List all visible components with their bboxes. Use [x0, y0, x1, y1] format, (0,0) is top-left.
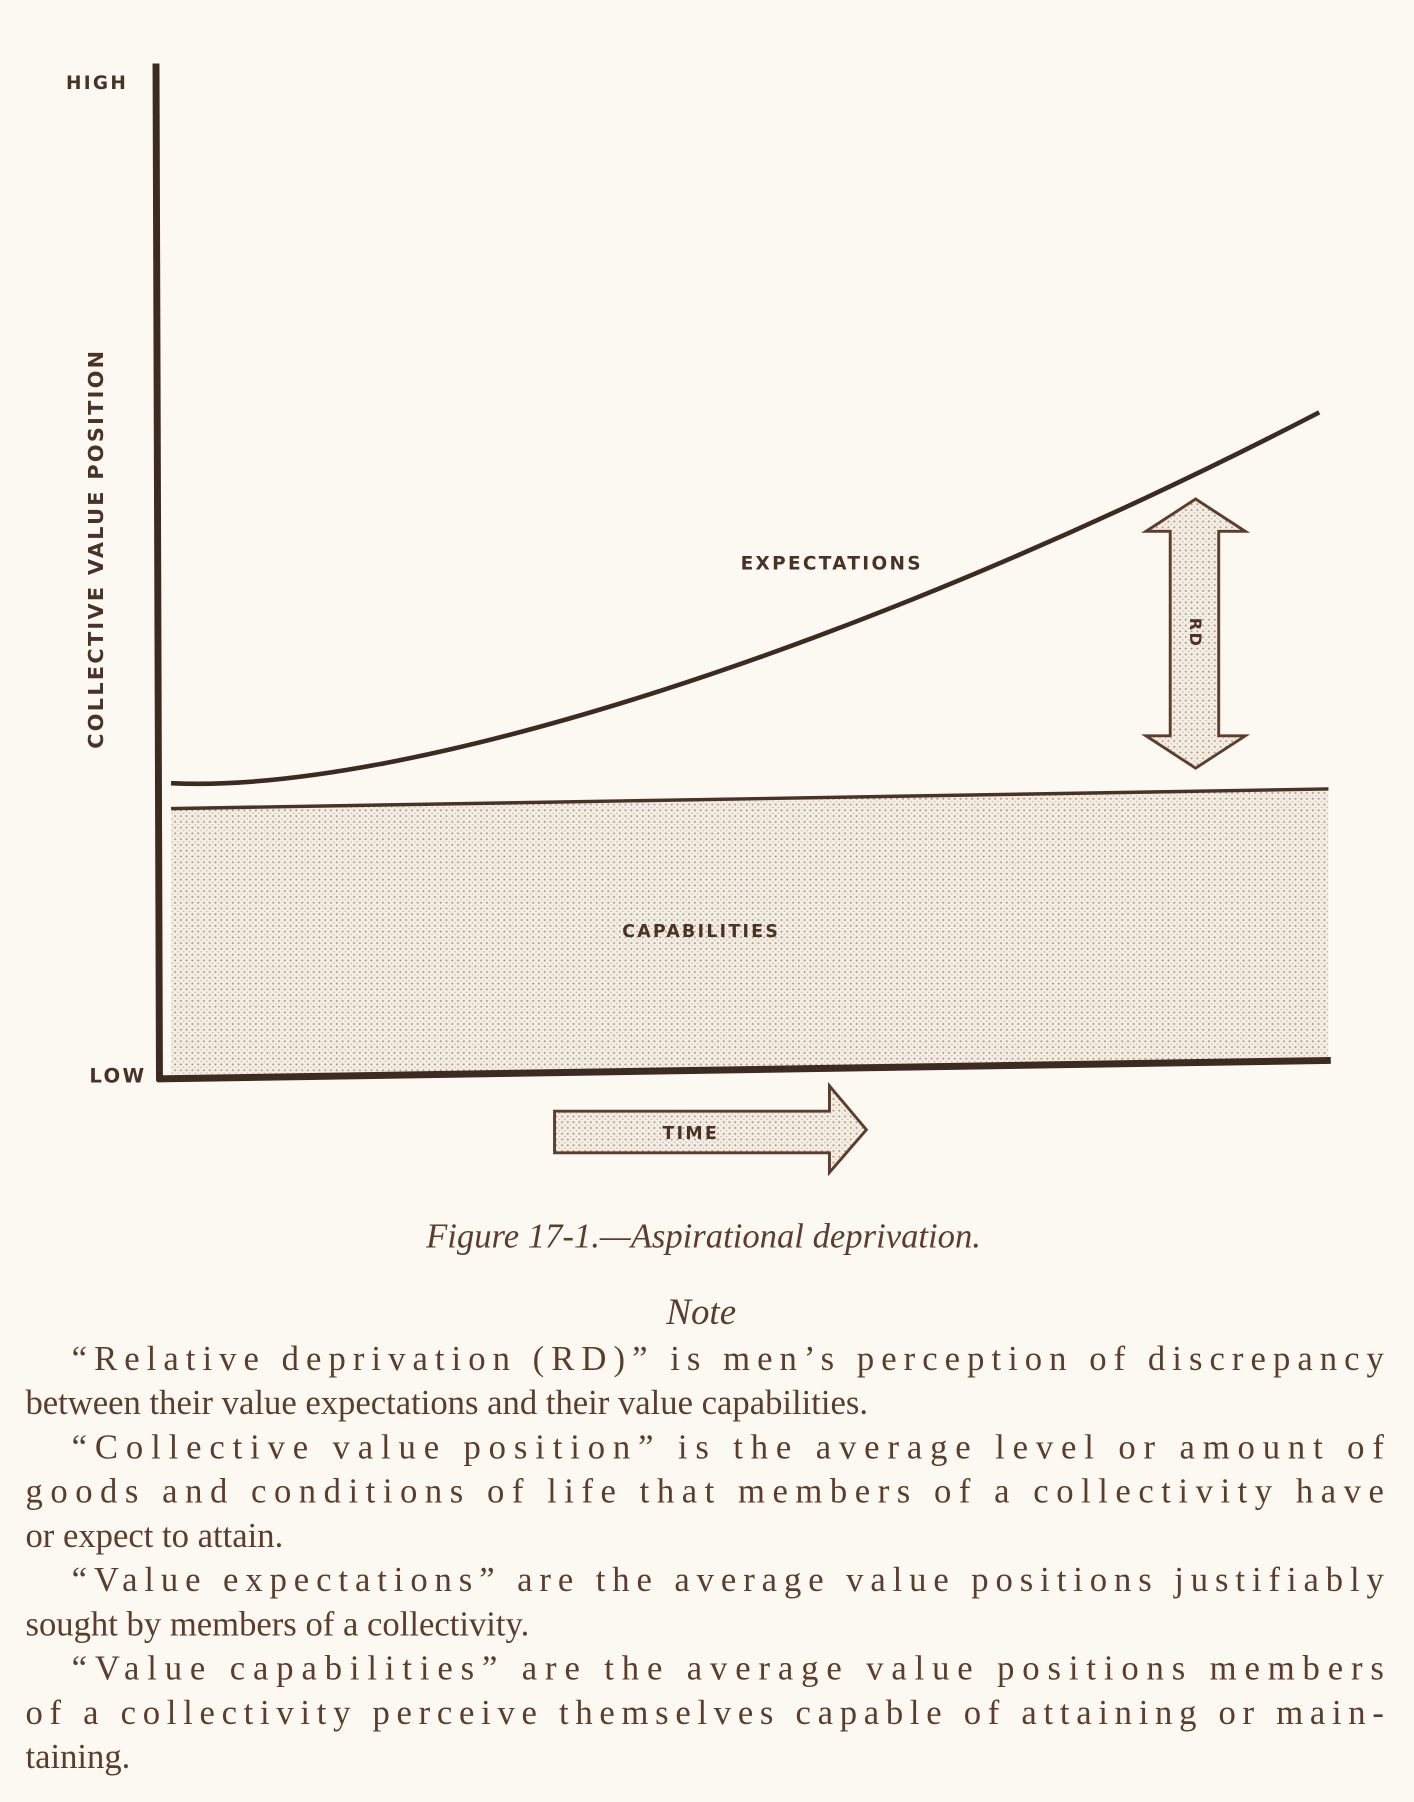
note-body: “Relative deprivation (RD)” is men’s per… [25, 1340, 1384, 1776]
axis-high-label: HIGH [66, 73, 128, 94]
rd-arrow [1141, 497, 1251, 770]
capabilities-line [170, 787, 1329, 811]
y-axis-label: COLLECTIVE VALUE POSITION [84, 349, 108, 749]
capabilities-area [171, 788, 1329, 1078]
time-label: TIME [663, 1124, 720, 1144]
note-line: of a collectivity perceive themselves ca… [25, 1694, 1383, 1732]
note-line: taining. [25, 1738, 130, 1776]
note-line: “Collective value position” is the avera… [72, 1428, 1385, 1466]
note-heading: Note [665, 1291, 736, 1332]
axis-low-label: LOW [89, 1064, 146, 1087]
note-line: between their value expectations and the… [25, 1384, 868, 1422]
note-line: “Relative deprivation (RD)” is men’s per… [72, 1340, 1385, 1378]
note-line: sought by members of a collectivity. [25, 1605, 529, 1643]
x-axis [157, 1056, 1331, 1083]
rd-label: RD [1186, 618, 1205, 648]
note-line: goods and conditions of life that member… [25, 1473, 1383, 1511]
time-arrow [553, 1081, 869, 1177]
note-line: “Value capabilities” are the average val… [72, 1650, 1384, 1688]
expectations-curve [170, 410, 1321, 787]
y-axis [152, 63, 163, 1082]
capabilities-label: CAPABILITIES [622, 922, 780, 942]
note-line: “Value expectations” are the average val… [72, 1561, 1385, 1599]
note-line: or expect to attain. [25, 1517, 283, 1555]
expectations-label: EXPECTATIONS [741, 553, 923, 574]
figure-caption: Figure 17-1.—Aspirational deprivation. [425, 1218, 981, 1256]
